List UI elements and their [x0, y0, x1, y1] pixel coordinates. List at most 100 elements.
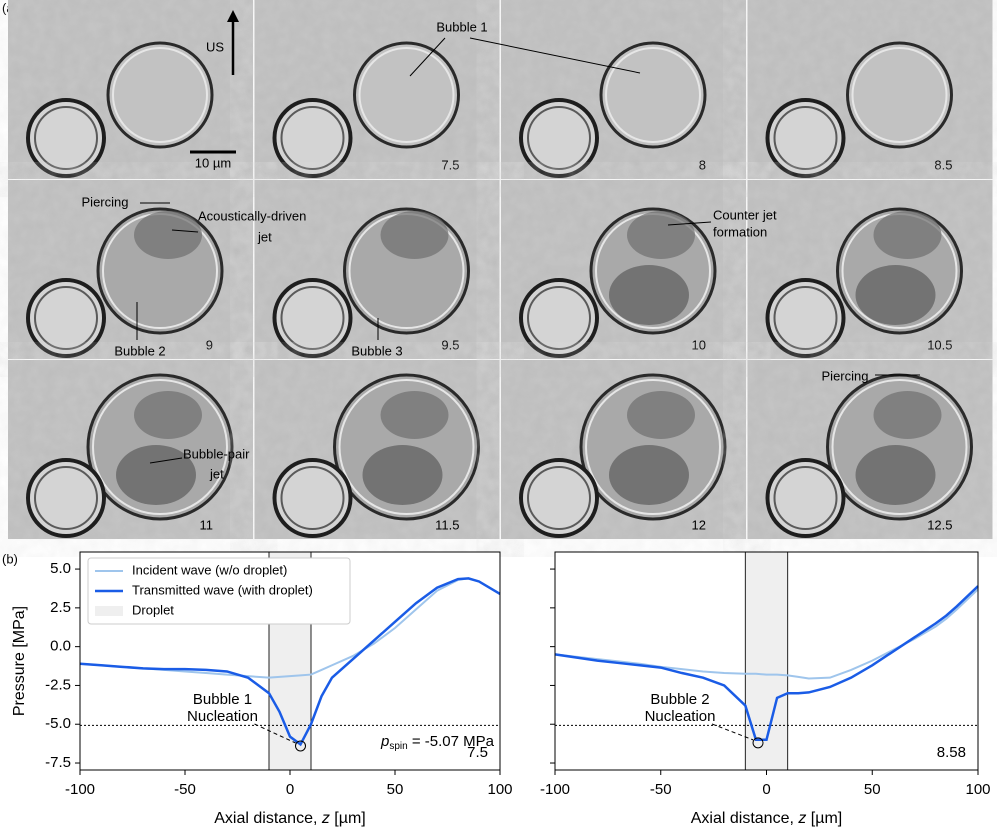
small-droplet — [26, 98, 106, 178]
x-tick-label: 50 — [864, 781, 881, 798]
direction-label: US — [206, 39, 224, 54]
small-droplet — [765, 458, 846, 538]
annotation: Counter jet — [713, 207, 777, 222]
x-tick-label: 0 — [762, 781, 770, 798]
nucleation-label: Nucleation — [187, 708, 258, 725]
panel-label: (b) — [2, 551, 18, 566]
y-axis-label: Pressure [MPa] — [11, 606, 28, 716]
droplet — [353, 41, 460, 149]
x-axis-label: Axial distance, z [µm] — [214, 810, 366, 827]
x-axis-label-part: z — [797, 810, 806, 827]
x-tick-label: 50 — [387, 781, 404, 798]
bubble — [116, 445, 196, 505]
small-droplet-rim — [773, 106, 838, 170]
small-droplet — [272, 278, 353, 358]
annotation: formation — [713, 224, 767, 239]
droplet — [846, 41, 953, 149]
y-tick-label: 0.0 — [50, 638, 71, 655]
x-tick-label: 100 — [965, 781, 990, 798]
droplet-rim — [851, 47, 948, 143]
small-droplet — [519, 278, 599, 358]
small-droplet-rim — [34, 106, 98, 170]
droplet-rim — [338, 379, 475, 515]
time-label: 10.5 — [927, 337, 952, 352]
small-droplet-rim — [527, 106, 591, 170]
bubble — [609, 445, 689, 505]
droplet-rim — [112, 47, 208, 143]
droplet-rim — [358, 47, 455, 143]
nucleation-label: Bubble 2 — [650, 691, 709, 708]
annotation: Piercing — [82, 194, 129, 209]
bubble — [873, 391, 942, 439]
bubble — [855, 265, 936, 325]
annotation: jet — [209, 466, 224, 481]
legend-label: Droplet — [132, 602, 174, 617]
bubble — [380, 391, 449, 439]
time-label: 9.5 — [441, 337, 459, 352]
droplet-rim — [92, 379, 228, 515]
scale-bar-label: 10 µm — [195, 155, 231, 170]
small-droplet-rim — [280, 286, 345, 350]
us-arrowhead — [227, 10, 239, 22]
annotation: Bubble 1 — [436, 19, 487, 34]
bubble — [134, 211, 202, 259]
small-droplet — [26, 278, 106, 358]
leader-line — [409, 37, 446, 77]
droplet — [599, 41, 707, 149]
small-droplet — [519, 98, 599, 178]
series-line — [79, 577, 501, 747]
threshold-symbol: p — [380, 733, 389, 750]
nucleation-label: Bubble 1 — [193, 691, 252, 708]
droplet-rim — [585, 379, 721, 515]
time-label: 8.5 — [934, 157, 952, 172]
x-tick-label: 100 — [487, 781, 512, 798]
leader-line — [667, 221, 712, 226]
small-droplet-rim — [773, 286, 838, 350]
x-tick-label: -100 — [65, 781, 95, 798]
x-axis-label-part: [µm] — [806, 810, 842, 827]
x-axis-label-part: z — [321, 810, 330, 827]
annotation: Bubble 2 — [114, 343, 165, 358]
nucleation-leader — [254, 723, 296, 744]
legend-box — [87, 557, 351, 625]
nucleation-label: Nucleation — [645, 708, 716, 725]
leader-line — [171, 229, 199, 233]
time-label: 7.5 — [441, 157, 459, 172]
leader-line — [149, 457, 183, 464]
droplet-band — [744, 551, 789, 771]
small-droplet-rim — [527, 286, 591, 350]
x-tick-label: -100 — [540, 781, 570, 798]
small-droplet-rim — [34, 286, 98, 350]
small-droplet — [519, 458, 599, 538]
time-label: 12.5 — [927, 517, 952, 532]
x-axis-label-part: Axial distance, — [214, 810, 322, 827]
threshold-label: pspin = -5.07 MPa — [380, 733, 495, 752]
small-droplet — [26, 458, 106, 538]
y-tick-label: -2.5 — [45, 676, 71, 693]
small-droplet-rim — [280, 106, 345, 170]
annotation: Bubble 3 — [351, 343, 402, 358]
threshold-subscript: spin — [389, 741, 407, 752]
frame-label: 7.5 — [467, 744, 488, 761]
small-droplet — [272, 98, 353, 178]
time-label: 11 — [200, 517, 214, 532]
annotation: jet — [257, 229, 272, 244]
x-axis-label-part: [µm] — [330, 810, 366, 827]
droplet-rim — [605, 47, 701, 143]
y-tick-label: 2.5 — [50, 599, 71, 616]
x-tick-label: -50 — [174, 781, 196, 798]
nucleation-leader — [711, 723, 754, 741]
nucleation-marker — [295, 740, 306, 752]
x-tick-label: -50 — [650, 781, 672, 798]
time-label: 11.5 — [435, 517, 459, 532]
annotation: Bubble-pair — [183, 446, 250, 461]
x-axis-label: Axial distance, z [µm] — [691, 810, 843, 827]
bubble — [609, 265, 689, 325]
legend-swatch — [95, 606, 123, 616]
bubble — [855, 445, 936, 505]
leader-line — [469, 37, 641, 74]
legend-label: Transmitted wave (with droplet) — [132, 582, 313, 597]
annotation: Acoustically-driven — [198, 208, 306, 223]
bubble — [380, 211, 449, 259]
small-droplet — [765, 278, 846, 358]
